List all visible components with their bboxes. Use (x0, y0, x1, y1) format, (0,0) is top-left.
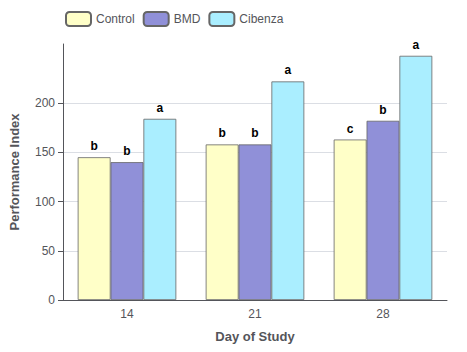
svg-text:Performance Index: Performance Index (7, 113, 22, 231)
svg-text:50: 50 (42, 244, 56, 258)
svg-text:a: a (157, 101, 164, 115)
svg-text:Cibenza: Cibenza (239, 12, 283, 26)
svg-text:Control: Control (96, 12, 135, 26)
svg-text:a: a (285, 63, 292, 77)
svg-text:28: 28 (376, 307, 390, 321)
svg-text:0: 0 (48, 293, 55, 307)
svg-text:150: 150 (35, 145, 55, 159)
svg-text:BMD: BMD (174, 12, 201, 26)
svg-text:b: b (123, 144, 130, 158)
svg-text:21: 21 (248, 307, 262, 321)
svg-text:b: b (218, 126, 225, 140)
svg-text:200: 200 (35, 96, 55, 110)
svg-text:b: b (379, 103, 386, 117)
svg-text:a: a (413, 38, 420, 52)
svg-text:100: 100 (35, 195, 55, 209)
svg-text:Day of Study: Day of Study (215, 329, 295, 344)
svg-text:b: b (251, 126, 258, 140)
svg-text:14: 14 (120, 307, 134, 321)
svg-text:c: c (347, 122, 354, 136)
svg-text:b: b (90, 139, 97, 153)
